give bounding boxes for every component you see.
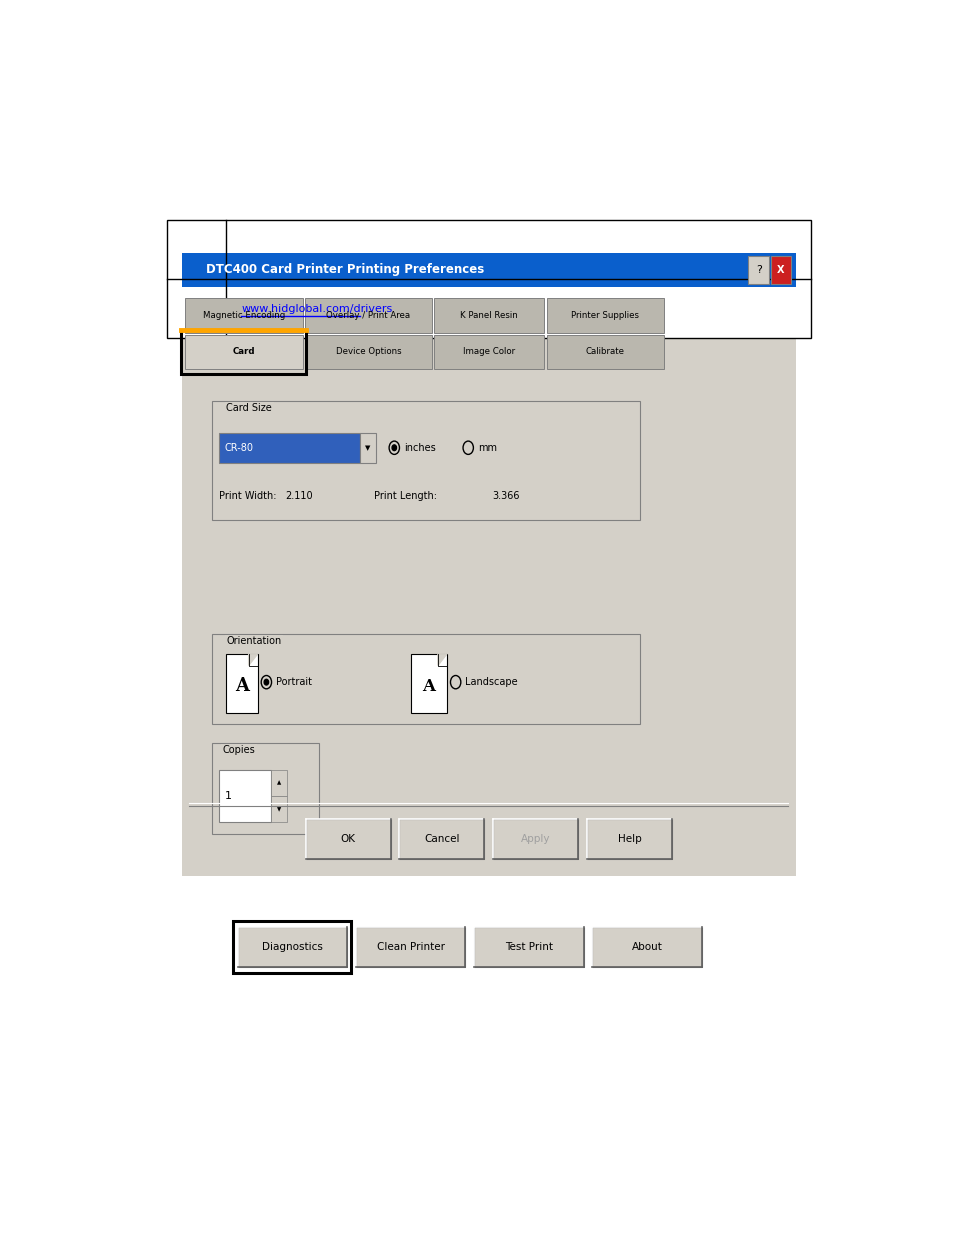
FancyBboxPatch shape: [748, 256, 768, 284]
Text: Portrait: Portrait: [275, 677, 312, 687]
Text: Card: Card: [233, 347, 254, 356]
Text: mm: mm: [477, 443, 497, 453]
FancyBboxPatch shape: [271, 771, 287, 797]
FancyBboxPatch shape: [434, 299, 544, 332]
FancyBboxPatch shape: [237, 927, 347, 967]
Text: X: X: [777, 266, 784, 275]
Text: Diagnostics: Diagnostics: [261, 942, 322, 952]
Text: K Panel Resin: K Panel Resin: [460, 311, 517, 320]
FancyBboxPatch shape: [474, 927, 583, 967]
FancyBboxPatch shape: [399, 819, 484, 858]
FancyBboxPatch shape: [493, 819, 578, 858]
Polygon shape: [437, 655, 446, 666]
FancyBboxPatch shape: [305, 299, 432, 332]
FancyBboxPatch shape: [411, 655, 446, 713]
Text: inches: inches: [403, 443, 436, 453]
Text: Overlay / Print Area: Overlay / Print Area: [326, 311, 410, 320]
Text: OK: OK: [340, 834, 355, 844]
FancyBboxPatch shape: [185, 335, 302, 369]
Text: 1: 1: [225, 792, 232, 802]
FancyBboxPatch shape: [212, 401, 639, 520]
Text: Apply: Apply: [520, 834, 550, 844]
Text: Card Size: Card Size: [226, 403, 272, 412]
Text: ▼: ▼: [365, 445, 370, 451]
Text: Cancel: Cancel: [424, 834, 459, 844]
FancyBboxPatch shape: [546, 299, 663, 332]
FancyBboxPatch shape: [305, 819, 390, 858]
Text: About: About: [631, 942, 662, 952]
Text: DTC400 Card Printer Printing Preferences: DTC400 Card Printer Printing Preferences: [206, 263, 483, 277]
Text: Print Length:: Print Length:: [374, 492, 436, 501]
FancyBboxPatch shape: [770, 256, 790, 284]
Text: Printer Supplies: Printer Supplies: [571, 311, 639, 320]
Text: ▲: ▲: [276, 781, 281, 785]
Text: Test Print: Test Print: [504, 942, 553, 952]
Circle shape: [264, 679, 269, 685]
Text: ?: ?: [755, 266, 760, 275]
FancyBboxPatch shape: [226, 655, 257, 713]
FancyBboxPatch shape: [305, 335, 432, 369]
Text: A: A: [422, 678, 436, 695]
Polygon shape: [249, 655, 257, 666]
FancyBboxPatch shape: [219, 771, 271, 823]
FancyBboxPatch shape: [182, 253, 795, 876]
Text: Magnetic Encoding: Magnetic Encoding: [202, 311, 285, 320]
FancyBboxPatch shape: [271, 797, 287, 823]
Text: 3.366: 3.366: [492, 492, 519, 501]
FancyBboxPatch shape: [182, 287, 795, 876]
Text: Clean Printer: Clean Printer: [376, 942, 444, 952]
FancyBboxPatch shape: [182, 253, 795, 287]
FancyBboxPatch shape: [167, 220, 810, 338]
Text: Calibrate: Calibrate: [585, 347, 624, 356]
Text: www.hidglobal.com/drivers: www.hidglobal.com/drivers: [241, 304, 392, 314]
FancyBboxPatch shape: [212, 743, 318, 834]
FancyBboxPatch shape: [359, 432, 375, 463]
Text: Help: Help: [618, 834, 641, 844]
Text: Landscape: Landscape: [465, 677, 517, 687]
Text: Image Color: Image Color: [463, 347, 515, 356]
Text: ▼: ▼: [276, 806, 281, 811]
Text: Device Options: Device Options: [335, 347, 401, 356]
FancyBboxPatch shape: [212, 634, 639, 725]
Text: Copies: Copies: [222, 746, 255, 756]
FancyBboxPatch shape: [592, 927, 701, 967]
Text: CR-80: CR-80: [225, 443, 253, 453]
FancyBboxPatch shape: [546, 335, 663, 369]
Circle shape: [392, 445, 396, 451]
Text: Print Width:: Print Width:: [219, 492, 276, 501]
Text: 2.110: 2.110: [285, 492, 313, 501]
FancyBboxPatch shape: [219, 432, 359, 463]
Text: A: A: [234, 678, 249, 695]
Text: Orientation: Orientation: [226, 636, 281, 646]
FancyBboxPatch shape: [434, 335, 544, 369]
FancyBboxPatch shape: [185, 299, 302, 332]
FancyBboxPatch shape: [355, 927, 465, 967]
FancyBboxPatch shape: [587, 819, 672, 858]
